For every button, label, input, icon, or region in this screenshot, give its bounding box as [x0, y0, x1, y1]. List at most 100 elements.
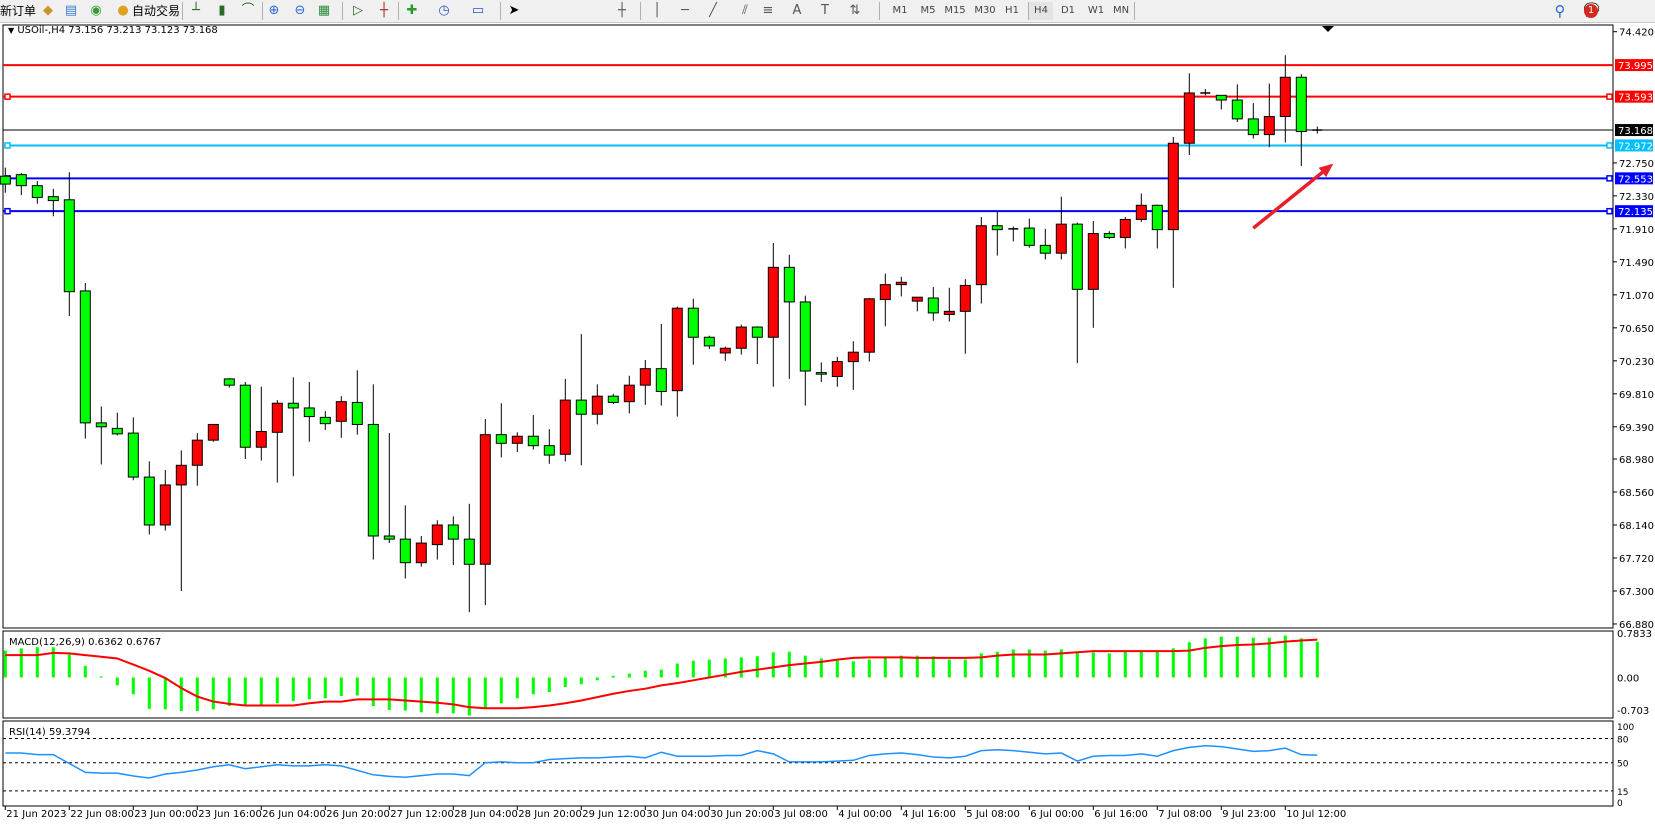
rsi-panel-frame — [2, 720, 1614, 807]
candle-bear — [1247, 118, 1259, 136]
candle-bear — [287, 402, 299, 409]
price-axis-label: 72.750 — [1619, 159, 1654, 170]
candle-bear — [111, 427, 123, 435]
time-axis-label: 27 Jun 12:00 — [390, 809, 454, 820]
toolbar-separator — [640, 2, 641, 20]
candle-bear — [815, 372, 827, 375]
macd-histogram-bar — [67, 654, 71, 678]
symbol-ohlc-label: USOil-,H4 73.156 73.213 73.123 73.168 — [17, 25, 218, 36]
timeframe-m1[interactable]: M1 — [892, 5, 908, 16]
timeframe-mn[interactable]: MN — [1112, 5, 1130, 16]
candle-bull — [255, 431, 267, 448]
timeframe-w1[interactable]: W1 — [1087, 5, 1105, 16]
equidistant-channel-icon[interactable]: ⫽ — [742, 3, 748, 18]
zoom-in-icon[interactable]: ⊕ — [268, 3, 280, 18]
macd-histogram-bar — [179, 677, 183, 712]
timeframe-h1[interactable]: H1 — [1005, 5, 1019, 16]
candle-bull — [911, 296, 923, 302]
market-watch-icon[interactable]: ◆ — [43, 3, 53, 18]
candle-bull — [1279, 76, 1291, 118]
time-axis-label: 9 Jul 23:00 — [1222, 809, 1276, 820]
timeframe-m5[interactable]: M5 — [920, 5, 936, 16]
toolbar-separator — [500, 2, 501, 20]
price-tag — [1615, 205, 1653, 218]
candle-bull — [559, 399, 571, 455]
line-handle — [1606, 207, 1613, 215]
macd-histogram-bar — [531, 677, 535, 695]
candle-bull — [1263, 116, 1275, 136]
navigator-icon[interactable]: ▤ — [64, 3, 78, 18]
signals-icon[interactable]: ◉ — [90, 3, 102, 18]
line-handle — [4, 142, 11, 149]
collapse-triangle-icon[interactable]: ▼ — [8, 26, 15, 35]
line-chart-icon[interactable]: ⌒ — [241, 3, 255, 18]
timeframe-m30[interactable]: M30 — [974, 5, 996, 16]
candle-bull — [1119, 218, 1131, 239]
candle-bull — [767, 266, 779, 338]
candle-bull — [191, 439, 203, 466]
crosshair-icon[interactable]: ┼ — [618, 3, 626, 18]
macd-histogram-bar — [563, 677, 567, 688]
candle-bull — [159, 484, 171, 526]
candle-bull — [831, 361, 843, 378]
time-axis-label: 5 Jul 08:00 — [966, 809, 1020, 820]
candle-bear — [1103, 233, 1115, 239]
horizontal-line-icon[interactable]: ─ — [681, 3, 689, 18]
macd-histogram-bar — [643, 670, 647, 678]
tile-windows-icon[interactable]: ▦ — [317, 3, 331, 18]
candle-bear — [527, 435, 539, 447]
periods-icon[interactable]: ◷ — [438, 3, 450, 18]
text-label-icon[interactable]: T — [821, 3, 829, 18]
candle-bear — [991, 225, 1003, 231]
new-order-button[interactable]: 新订单 — [0, 4, 37, 18]
chart-shift-icon[interactable]: ┼ — [380, 3, 388, 18]
candle-bear — [47, 196, 59, 202]
timeframe-m15[interactable]: M15 — [944, 5, 966, 16]
time-axis-label: 26 Jun 20:00 — [326, 809, 390, 820]
trendline-icon[interactable]: ╱ — [709, 3, 717, 18]
time-axis-label: 4 Jul 00:00 — [838, 809, 892, 820]
macd-histogram-bar — [99, 676, 103, 678]
indicators-icon[interactable]: ✚ — [406, 3, 418, 18]
time-axis-label: 29 Jun 12:00 — [582, 809, 646, 820]
templates-icon[interactable]: ▭ — [471, 3, 485, 18]
search-icon[interactable]: ⚲ — [1554, 2, 1566, 20]
time-axis-label: 4 Jul 16:00 — [902, 809, 956, 820]
time-axis-label: 22 Jun 08:00 — [70, 809, 134, 820]
price-axis-label: 66.880 — [1619, 620, 1654, 631]
price-tag-label: 72.135 — [1618, 207, 1653, 218]
text-icon[interactable]: A — [792, 3, 802, 18]
macd-histogram-bar — [3, 650, 7, 678]
macd-histogram-bar — [627, 673, 631, 678]
macd-histogram-bar — [387, 677, 391, 710]
arrows-icon[interactable]: ⇅ — [849, 3, 861, 18]
line-handle — [4, 93, 11, 100]
candle-bull — [671, 307, 683, 392]
timeframe-h4[interactable]: H4 — [1029, 2, 1053, 20]
toolbar-separator — [182, 2, 183, 20]
macd-histogram-bar — [115, 677, 119, 686]
bar-chart-icon[interactable]: ┴ — [192, 3, 200, 18]
macd-histogram-bar — [1299, 638, 1303, 678]
fibonacci-icon[interactable]: ≡ — [762, 3, 774, 18]
rsi-axis-label: 15 — [1617, 788, 1628, 798]
notifications-icon[interactable]: 💬1 — [1578, 3, 1606, 19]
zoom-out-icon[interactable]: ⊖ — [294, 3, 306, 18]
cursor-icon[interactable]: ➤ — [508, 3, 520, 18]
autotrade-button[interactable]: 自动交易 — [132, 4, 181, 18]
time-axis-label: 10 Jul 12:00 — [1286, 809, 1346, 820]
macd-histogram-bar — [931, 656, 935, 678]
macd-signal-line — [5, 638, 1318, 710]
autotrade-icon[interactable]: ● — [117, 3, 129, 18]
macd-histogram-bar — [1283, 635, 1287, 678]
macd-histogram-bar — [675, 663, 679, 678]
macd-histogram-bar — [275, 677, 279, 704]
auto-scroll-icon[interactable]: ▷ — [353, 3, 363, 18]
price-axis-label: 70.650 — [1619, 324, 1654, 335]
candlestick-icon[interactable]: ▮ — [218, 3, 226, 18]
candle-bull — [847, 351, 859, 363]
macd-histogram-bar — [259, 677, 263, 706]
vertical-line-icon[interactable]: │ — [653, 3, 661, 18]
timeframe-d1[interactable]: D1 — [1060, 5, 1076, 16]
